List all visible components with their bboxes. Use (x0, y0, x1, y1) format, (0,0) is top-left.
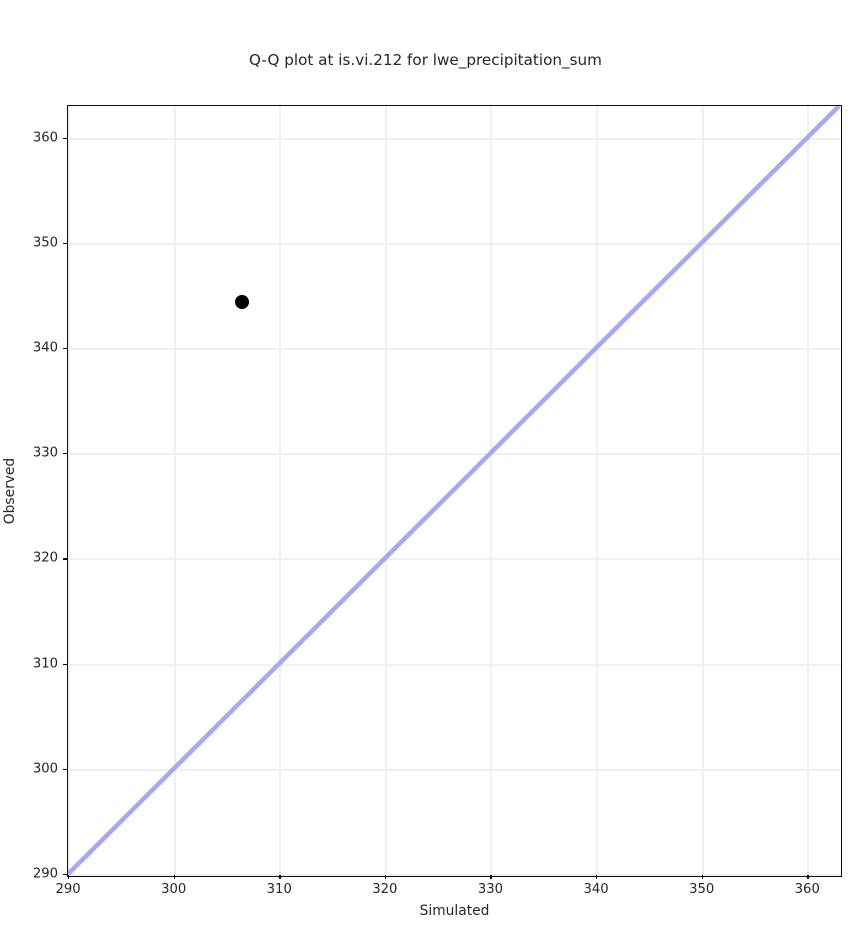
gridline-vertical (68, 106, 71, 876)
gridline-vertical (596, 106, 599, 876)
x-tick-label: 290 (55, 882, 81, 897)
gridline-horizontal (68, 453, 841, 456)
gridline-horizontal (68, 558, 841, 561)
y-tick-mark (63, 768, 67, 771)
y-tick-label: 320 (32, 550, 58, 566)
data-point (235, 294, 250, 309)
x-tick-label: 310 (266, 882, 292, 897)
y-tick-mark (63, 137, 67, 139)
gridline-horizontal (68, 873, 841, 876)
x-axis-label: Simulated (419, 903, 490, 919)
y-tick-label: 330 (32, 445, 58, 461)
gridline-horizontal (68, 137, 841, 140)
x-tick-mark (384, 875, 387, 879)
identity-line (68, 106, 841, 876)
x-tick-mark (173, 875, 175, 879)
gridline-horizontal (68, 242, 841, 245)
y-tick-label: 310 (32, 656, 58, 672)
gridline-vertical (173, 106, 176, 876)
x-tick-label: 360 (794, 882, 820, 897)
chart-title-line-1: Q-Q plot at is.vi.212 for lwe_precipitat… (249, 51, 602, 69)
gridline-vertical (384, 106, 387, 876)
y-tick-mark (63, 242, 67, 245)
x-tick-label: 350 (689, 882, 715, 897)
y-tick-label: 350 (32, 235, 58, 251)
x-tick-mark (807, 875, 809, 879)
y-tick-label: 340 (32, 340, 58, 356)
gridline-vertical (490, 106, 493, 876)
gridline-horizontal (68, 347, 841, 350)
y-tick-mark (63, 663, 67, 665)
x-tick-mark (490, 875, 492, 879)
y-tick-mark (63, 558, 67, 560)
gridline-horizontal (68, 663, 841, 666)
y-tick-mark (63, 347, 67, 350)
x-tick-label: 300 (161, 882, 187, 897)
y-tick-mark (63, 453, 67, 455)
gridline-vertical (701, 106, 704, 876)
x-tick-mark (279, 875, 281, 879)
x-tick-mark (701, 875, 703, 879)
y-tick-label: 300 (32, 761, 58, 777)
plot-area (67, 105, 842, 877)
x-tick-mark (596, 875, 598, 879)
x-tick-label: 320 (372, 882, 398, 897)
x-tick-mark (68, 875, 70, 879)
gridline-vertical (279, 106, 282, 876)
x-tick-label: 330 (477, 882, 504, 897)
y-tick-label: 290 (32, 866, 58, 882)
y-tick-mark (63, 873, 67, 876)
x-tick-label: 340 (583, 882, 609, 897)
gridline-vertical (807, 106, 810, 876)
y-axis-label-text: Observed (2, 457, 19, 525)
y-tick-label: 360 (32, 130, 58, 146)
gridline-horizontal (68, 768, 841, 771)
